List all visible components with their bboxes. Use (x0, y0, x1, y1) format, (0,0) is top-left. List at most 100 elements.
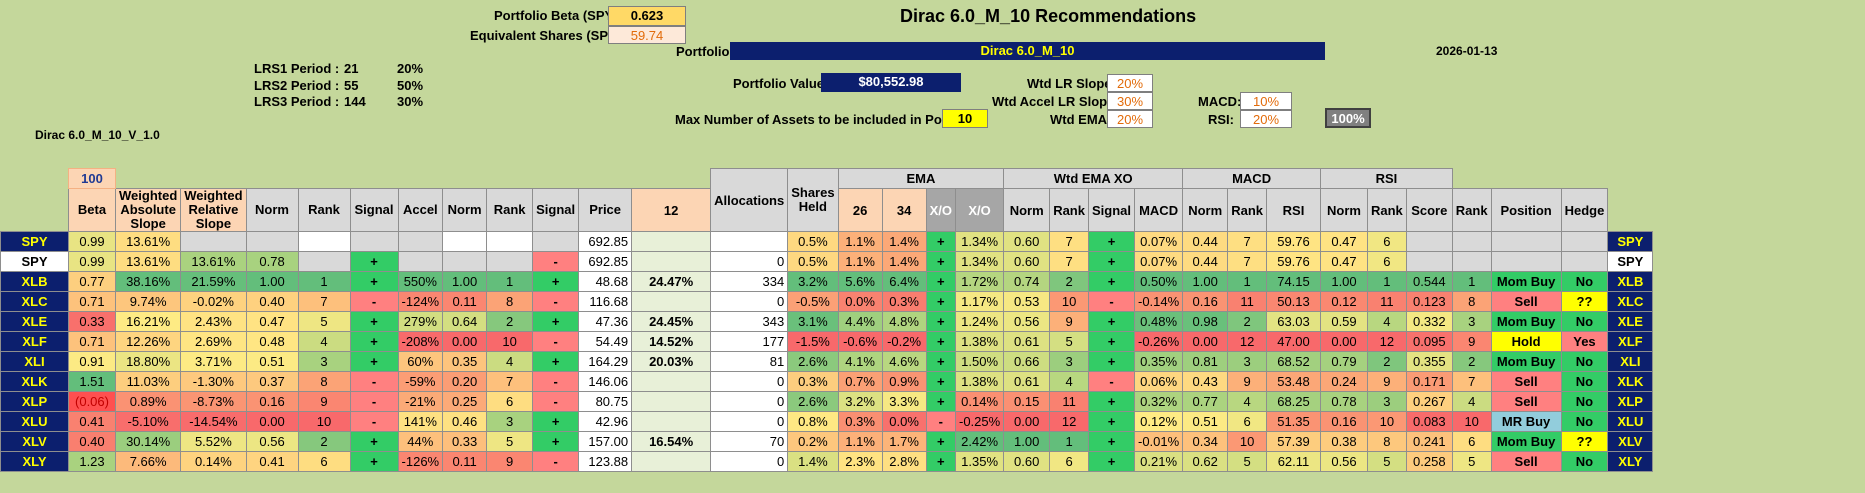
portfolio-name[interactable]: Dirac 6.0_M_10 (730, 42, 1325, 60)
ema26-cell: 1.1% (837, 231, 883, 252)
allocation-cell: 20.03% (631, 351, 712, 372)
allocation-cell (631, 411, 712, 432)
wtd-accel-value[interactable]: 30% (1107, 92, 1153, 110)
rank-cell: 5 (486, 431, 534, 452)
col-group-rsi: RSI (1320, 168, 1453, 189)
norm-cell: 0.11 (442, 451, 488, 472)
ticker-cell: XLF (1607, 331, 1654, 352)
table-row[interactable]: SPY 0.99 13.61% 13.61% 0.78 + -692.85 0 0.5% 1.1%… (0, 251, 1659, 272)
wtd-ema-value[interactable]: 20% (1107, 110, 1153, 128)
table-row[interactable]: XLV 0.40 30.14% 5.52% 0.56 2 +44% 0.33 5 +157.00 1… (0, 431, 1659, 452)
rsi-weight-value[interactable]: 20% (1240, 110, 1292, 128)
signal-cell: + (1087, 311, 1136, 332)
rank-cell: 4 (1227, 391, 1267, 412)
ticker-cell: XLE (0, 311, 69, 332)
wtd-lr-slope-value[interactable]: 20% (1107, 74, 1153, 92)
table-row[interactable]: XLY 1.23 7.66% 0.14% 0.41 6 + -126% 0.11 9-123.88… (0, 451, 1659, 472)
position-cell: Sell (1490, 451, 1562, 472)
signal-cell: + (349, 351, 399, 372)
ticker-cell: XLU (0, 411, 69, 432)
rank-cell: 6 (1367, 251, 1407, 272)
allocation-cell (631, 451, 712, 472)
table-row[interactable]: XLI 0.91 18.80% 3.71% 0.51 3 +60% 0.35 4 +164.29 2… (0, 351, 1659, 372)
table-row[interactable]: XLE 0.33 16.21% 2.43% 0.47 5 +279% 0.64 2 +47.36 2… (0, 311, 1659, 332)
xo-cell: + (925, 451, 956, 472)
lrs3-label: LRS3 Period : (254, 94, 340, 109)
ema12-cell: 0.5% (787, 251, 839, 272)
macd-cell: 0.32% (1133, 391, 1184, 412)
shares-cell: 177 (710, 331, 789, 352)
ema26-cell: -0.6% (837, 331, 883, 352)
beta-cell: 0.40 (68, 431, 116, 452)
table-row[interactable]: XLP (0.06) 0.89% -8.73% 0.16 9- -21% 0.25 6-80.7… (0, 391, 1659, 412)
wtd-xo-cell: 1.72% (954, 271, 1005, 292)
portfolio-value[interactable]: $80,552.98 (821, 73, 961, 92)
hedge-cell: No (1560, 411, 1609, 432)
lrs1-pct: 20% (397, 61, 424, 76)
rank-cell: 10 (1049, 291, 1089, 312)
norm-cell: 0.56 (1320, 451, 1368, 472)
signal-cell: + (1087, 231, 1136, 252)
wtd-xo-cell: 1.38% (954, 371, 1005, 392)
shares-cell: 0 (710, 391, 789, 412)
blank-cell (533, 169, 579, 189)
xo-cell: + (925, 351, 956, 372)
beta-cell: 0.71 (68, 331, 116, 352)
rsi-cell: 62.11 (1266, 451, 1321, 472)
rank-cell: 12 (1367, 331, 1407, 352)
price-cell: 692.85 (578, 251, 633, 272)
rsi-cell: 74.15 (1266, 271, 1321, 292)
table-row[interactable]: XLU 0.41 -5.10% -14.54% 0.00 10-141% 0.46 3 +42.… (0, 411, 1659, 432)
max-assets-value[interactable]: 10 (942, 109, 988, 128)
allocation-cell: 24.45% (631, 311, 712, 332)
rank-cell (297, 231, 351, 252)
wabs-cell: 38.16% (114, 271, 182, 292)
ema34-cell: 0.9% (881, 371, 927, 392)
rank-cell: 8 (297, 371, 351, 392)
blank-cell (1, 189, 69, 232)
table-row[interactable]: XLC 0.71 9.74% -0.02% 0.40 7- -124% 0.11 8-116.6… (0, 291, 1659, 312)
rank-cell: 7 (1451, 371, 1492, 392)
ticker-cell: XLI (0, 351, 69, 372)
price-cell: 692.85 (578, 231, 633, 252)
norm-cell: 0.56 (1003, 311, 1051, 332)
table-row[interactable]: XLF 0.71 12.26% 2.69% 0.48 4 + -208% 0.00 10-54.4… (0, 331, 1659, 352)
norm-cell (442, 231, 488, 252)
norm-cell: 0.16 (1320, 411, 1368, 432)
beta-cell: 0.71 (68, 291, 116, 312)
accel-cell: -126% (397, 451, 444, 472)
hedge-cell: No (1560, 451, 1609, 472)
rank-cell (486, 251, 534, 272)
beta-cell: 0.77 (68, 271, 116, 292)
hedge-cell (1560, 251, 1609, 272)
rank-cell: 7 (1227, 251, 1267, 272)
norm-cell (442, 251, 488, 272)
table-row[interactable]: XLK 1.51 11.03% -1.30% 0.37 8- -59% 0.20 7-146.0… (0, 371, 1659, 392)
norm-cell: 0.46 (442, 411, 488, 432)
blank-cell (443, 169, 487, 189)
ema34-cell: 4.6% (881, 351, 927, 372)
ema26-cell: 1.1% (837, 251, 883, 272)
blank-cell (298, 169, 350, 189)
wtd-xo-cell: 1.50% (954, 351, 1005, 372)
allocation-cell (631, 251, 712, 272)
macd-weight-value[interactable]: 10% (1240, 92, 1292, 110)
rank-cell: 1 (297, 271, 351, 292)
lrs3-row: LRS3 Period : 144 30% (254, 94, 424, 109)
equiv-shares-value[interactable]: 59.74 (608, 26, 686, 44)
ticker-cell: XLE (1607, 311, 1654, 332)
col-wtd-xo: X/O (954, 188, 1005, 232)
signal-cell: - (532, 291, 580, 312)
wrel-cell: -1.30% (180, 371, 247, 392)
blank-cell (487, 169, 533, 189)
table-row[interactable]: XLB 0.77 38.16% 21.59% 1.00 1 +550% 1.00 1 +48.68… (0, 271, 1659, 292)
rank-cell: 6 (1367, 231, 1407, 252)
rank-cell: 3 (1367, 391, 1407, 412)
col-signal: Signal (349, 188, 399, 232)
table-row[interactable]: SPY 0.99 13.61% 692.85 0.5% 1.1% 1.4% +1.34% 0.6… (0, 231, 1659, 252)
portfolio-beta-value[interactable]: 0.623 (608, 6, 686, 26)
ema12-cell: 3.2% (787, 271, 839, 292)
ema12-cell: 1.4% (787, 451, 839, 472)
wabs-cell: -5.10% (114, 411, 182, 432)
shares-cell: 70 (710, 431, 789, 452)
